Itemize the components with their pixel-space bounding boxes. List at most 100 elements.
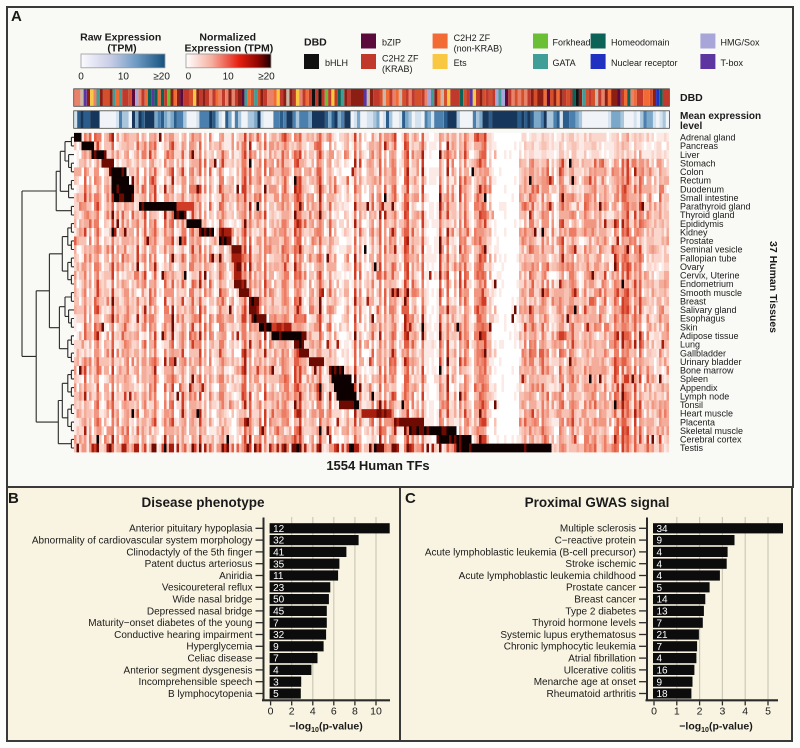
svg-text:4: 4 (310, 706, 316, 718)
svg-text:Homeodomain: Homeodomain (611, 38, 670, 48)
svg-text:Adipose tissue: Adipose tissue (680, 331, 739, 341)
svg-text:Multiple sclerosis: Multiple sclerosis (560, 524, 636, 535)
svg-text:Salivary gland: Salivary gland (680, 305, 737, 315)
svg-text:4: 4 (657, 571, 663, 582)
svg-text:Breast cancer: Breast cancer (574, 595, 636, 606)
svg-text:Raw Expression: Raw Expression (80, 32, 161, 44)
svg-text:Placenta: Placenta (680, 417, 715, 427)
svg-text:B lymphocytopenia: B lymphocytopenia (168, 689, 253, 700)
svg-text:Thyroid gland: Thyroid gland (680, 210, 735, 220)
svg-text:Colon: Colon (680, 167, 704, 177)
svg-text:Adrenal gland: Adrenal gland (680, 133, 736, 143)
svg-text:Seminal vesicle: Seminal vesicle (680, 245, 743, 255)
svg-text:2: 2 (289, 706, 295, 718)
svg-text:Normalized: Normalized (199, 32, 256, 44)
svg-text:T-box: T-box (721, 58, 744, 68)
svg-text:Liver: Liver (680, 150, 700, 160)
svg-text:7: 7 (657, 618, 663, 629)
svg-text:Abnormality of cardiovascular: Abnormality of cardiovascular system mor… (32, 536, 253, 547)
svg-text:B: B (8, 490, 19, 507)
svg-text:Menarche age at onset: Menarche age at onset (534, 677, 637, 688)
svg-text:DBD: DBD (304, 37, 327, 49)
svg-text:Systemic lupus erythematosus: Systemic lupus erythematosus (500, 630, 636, 641)
svg-text:C−reactive protein: C−reactive protein (555, 536, 636, 547)
svg-text:(TPM): (TPM) (107, 43, 136, 55)
svg-text:level: level (680, 121, 702, 132)
svg-text:Anterior segment dysgenesis: Anterior segment dysgenesis (124, 665, 253, 676)
svg-text:Vesicoureteral reflux: Vesicoureteral reflux (162, 583, 253, 594)
svg-text:Clinodactyly of the 5th finger: Clinodactyly of the 5th finger (126, 547, 253, 558)
svg-text:13: 13 (657, 607, 669, 618)
svg-text:Fallopian tube: Fallopian tube (680, 253, 737, 263)
svg-text:10: 10 (370, 706, 382, 718)
svg-text:C2H2 ZF: C2H2 ZF (454, 33, 491, 43)
svg-text:7: 7 (273, 654, 279, 665)
svg-text:Acute lymphoblastic leukemia c: Acute lymphoblastic leukemia childhood (459, 571, 636, 582)
svg-text:Rheumatoid arthritis: Rheumatoid arthritis (547, 689, 636, 700)
svg-text:Duodenum: Duodenum (680, 184, 724, 194)
svg-text:21: 21 (657, 630, 669, 641)
svg-text:Smooth muscle: Smooth muscle (680, 288, 742, 298)
svg-text:Proximal GWAS signal: Proximal GWAS signal (525, 495, 670, 510)
svg-text:HMG/Sox: HMG/Sox (721, 38, 761, 48)
svg-text:−log10(p-value): −log10(p-value) (679, 721, 752, 735)
svg-text:10: 10 (223, 72, 235, 83)
svg-text:Cervix, Uterine: Cervix, Uterine (680, 271, 740, 281)
svg-text:4: 4 (657, 654, 663, 665)
svg-text:≥20: ≥20 (153, 72, 170, 83)
svg-text:C: C (405, 490, 416, 507)
svg-text:−log10(p-value): −log10(p-value) (289, 721, 362, 735)
svg-text:(non-KRAB): (non-KRAB) (454, 44, 503, 54)
svg-text:Appendix: Appendix (680, 383, 718, 393)
svg-text:bHLH: bHLH (325, 58, 348, 68)
svg-text:bZIP: bZIP (382, 38, 401, 48)
svg-text:Kidney: Kidney (680, 227, 708, 237)
svg-text:8: 8 (352, 706, 358, 718)
svg-text:32: 32 (273, 630, 285, 641)
svg-text:Lymph node: Lymph node (680, 391, 729, 401)
svg-text:9: 9 (657, 677, 663, 688)
svg-text:4: 4 (657, 548, 663, 559)
svg-text:23: 23 (273, 583, 285, 594)
svg-text:Type 2 diabetes: Type 2 diabetes (565, 606, 636, 617)
svg-text:37 Human Tissues: 37 Human Tissues (767, 241, 779, 333)
svg-text:Conductive hearing impairment: Conductive hearing impairment (114, 630, 253, 641)
svg-text:1: 1 (674, 706, 680, 718)
svg-text:Ulcerative colitis: Ulcerative colitis (564, 665, 636, 676)
svg-text:2: 2 (697, 706, 703, 718)
svg-text:Atrial fibrillation: Atrial fibrillation (568, 654, 636, 665)
svg-text:Forkhead: Forkhead (553, 38, 591, 48)
svg-text:Parathyroid gland: Parathyroid gland (680, 202, 751, 212)
svg-text:Rectum: Rectum (680, 176, 711, 186)
svg-text:7: 7 (273, 618, 279, 629)
svg-text:5: 5 (765, 706, 771, 718)
svg-text:Testis: Testis (680, 443, 704, 453)
svg-text:3: 3 (273, 677, 279, 688)
svg-text:4: 4 (273, 666, 279, 677)
svg-text:Breast: Breast (680, 297, 707, 307)
svg-text:4: 4 (742, 706, 748, 718)
svg-text:Disease phenotype: Disease phenotype (141, 495, 265, 510)
svg-text:18: 18 (657, 689, 669, 700)
svg-text:Ovary: Ovary (680, 262, 705, 272)
svg-text:(KRAB): (KRAB) (382, 64, 413, 74)
svg-text:50: 50 (273, 595, 285, 606)
svg-text:Lung: Lung (680, 340, 700, 350)
svg-text:Stomach: Stomach (680, 158, 716, 168)
svg-text:9: 9 (657, 536, 663, 547)
svg-text:Skeletal muscle: Skeletal muscle (680, 426, 743, 436)
svg-text:Esophagus: Esophagus (680, 314, 726, 324)
svg-text:7: 7 (657, 642, 663, 653)
svg-text:Patent ductus arteriosus: Patent ductus arteriosus (145, 559, 253, 570)
svg-text:C2H2 ZF: C2H2 ZF (382, 54, 419, 64)
svg-text:0: 0 (186, 72, 192, 83)
svg-text:Spleen: Spleen (680, 374, 708, 384)
svg-text:35: 35 (273, 559, 285, 570)
svg-text:5: 5 (657, 583, 663, 594)
svg-text:Heart muscle: Heart muscle (680, 409, 733, 419)
svg-text:Maturity−onset diabetes of the: Maturity−onset diabetes of the young (88, 618, 252, 629)
svg-text:12: 12 (273, 524, 285, 535)
svg-text:0: 0 (268, 706, 274, 718)
svg-text:Cerebral cortex: Cerebral cortex (680, 435, 742, 445)
svg-text:5: 5 (273, 689, 279, 700)
